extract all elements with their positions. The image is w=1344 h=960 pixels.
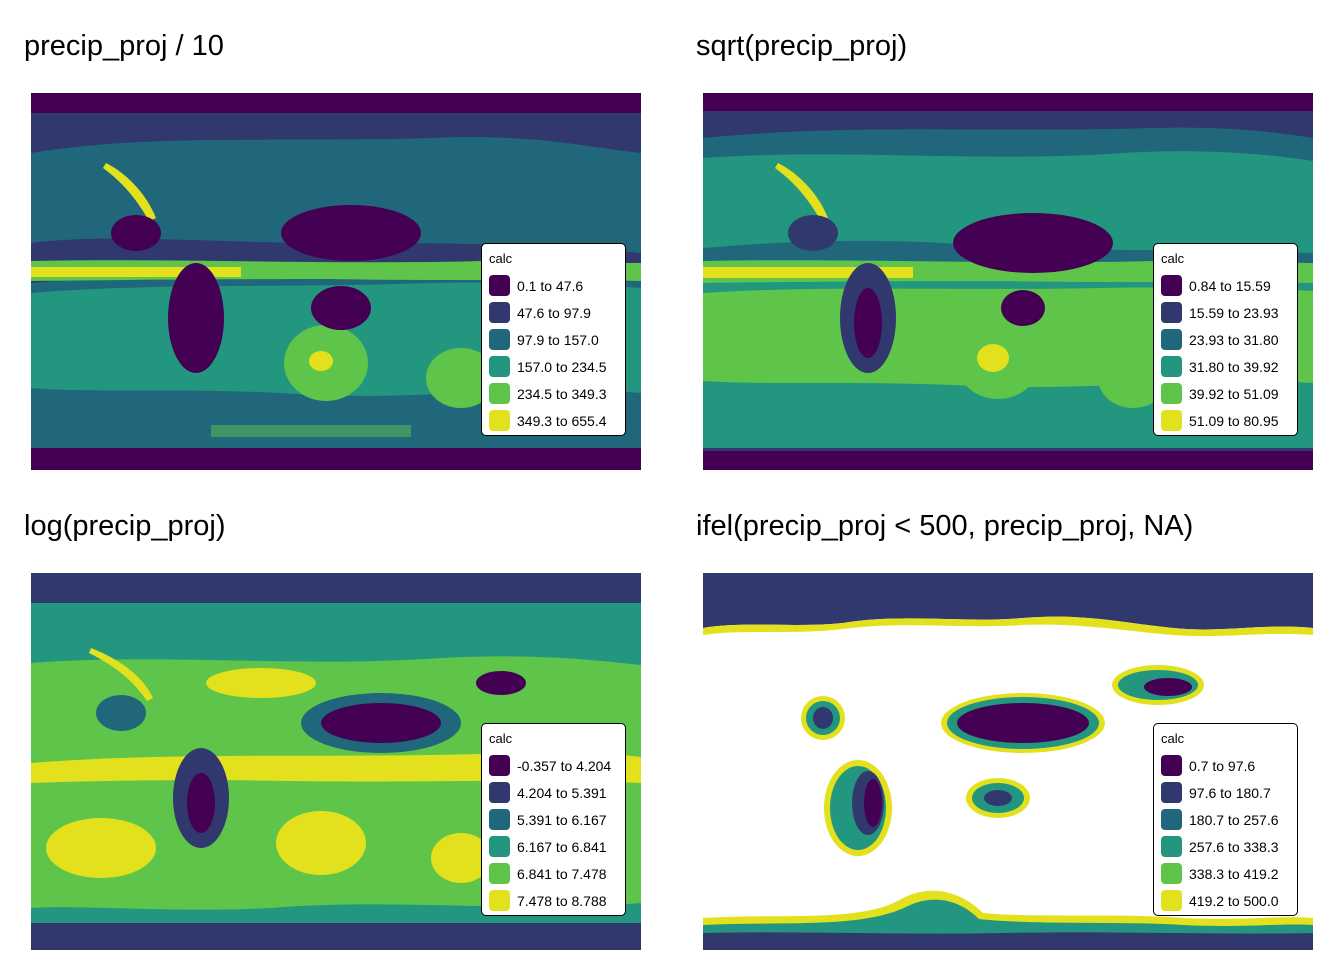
legend-swatch	[489, 302, 510, 323]
map-panel-log-precip: log(precip_proj) calc -0.357 to 4.204 4.…	[0, 480, 672, 960]
legend-entry: 51.09 to 80.95	[1161, 407, 1297, 434]
legend-label: 0.1 to 47.6	[517, 277, 584, 294]
legend-label: 15.59 to 23.93	[1189, 304, 1279, 321]
legend-label: 97.6 to 180.7	[1189, 784, 1271, 801]
legend-label: 0.84 to 15.59	[1189, 277, 1271, 294]
legend-label: 349.3 to 655.4	[517, 412, 607, 429]
legend-swatch	[489, 275, 510, 296]
legend-swatch	[489, 863, 510, 884]
legend-swatch	[1161, 329, 1182, 350]
legend-label: 51.09 to 80.95	[1189, 412, 1279, 429]
legend-label: -0.357 to 4.204	[517, 757, 612, 774]
legend-entry: 4.204 to 5.391	[489, 779, 625, 806]
legend-entry: 97.6 to 180.7	[1161, 779, 1297, 806]
legend-title: calc	[1161, 251, 1185, 266]
map-legend: calc 0.7 to 97.6 97.6 to 180.7 180.7 to …	[1153, 723, 1298, 916]
legend-swatch	[489, 836, 510, 857]
legend-label: 157.0 to 234.5	[517, 358, 607, 375]
legend-entry: 6.167 to 6.841	[489, 833, 625, 860]
legend-swatch	[1161, 356, 1182, 377]
panel-title: log(precip_proj)	[24, 510, 226, 542]
legend-entry: -0.357 to 4.204	[489, 752, 625, 779]
legend-label: 39.92 to 51.09	[1189, 385, 1279, 402]
legend-swatch	[1161, 410, 1182, 431]
legend-swatch	[489, 809, 510, 830]
legend-entry: 419.2 to 500.0	[1161, 887, 1297, 914]
legend-label: 5.391 to 6.167	[517, 811, 607, 828]
legend-label: 97.9 to 157.0	[517, 331, 599, 348]
legend-entry: 0.84 to 15.59	[1161, 272, 1297, 299]
legend-swatch	[1161, 755, 1182, 776]
legend-entry: 23.93 to 31.80	[1161, 326, 1297, 353]
legend-entry: 47.6 to 97.9	[489, 299, 625, 326]
legend-swatch	[1161, 383, 1182, 404]
legend-swatch	[1161, 890, 1182, 911]
map-legend: calc -0.357 to 4.204 4.204 to 5.391 5.39…	[481, 723, 626, 916]
legend-label: 4.204 to 5.391	[517, 784, 607, 801]
legend-label: 23.93 to 31.80	[1189, 331, 1279, 348]
legend-label: 47.6 to 97.9	[517, 304, 591, 321]
legend-label: 0.7 to 97.6	[1189, 757, 1256, 774]
legend-label: 338.3 to 419.2	[1189, 865, 1279, 882]
legend-swatch	[1161, 782, 1182, 803]
legend-swatch	[489, 356, 510, 377]
legend-title: calc	[489, 251, 513, 266]
map-panel-precip-div10: precip_proj / 10 calc 0.1 to 47.6 47.6 t…	[0, 0, 672, 480]
legend-label: 180.7 to 257.6	[1189, 811, 1279, 828]
legend-swatch	[1161, 302, 1182, 323]
legend-swatch	[1161, 863, 1182, 884]
legend-label: 6.167 to 6.841	[517, 838, 607, 855]
panel-title: ifel(precip_proj < 500, precip_proj, NA)	[696, 510, 1194, 542]
map-panel-sqrt-precip: sqrt(precip_proj) calc 0.84 to 15.59 15.…	[672, 0, 1344, 480]
legend-entry: 349.3 to 655.4	[489, 407, 625, 434]
map-panel-ifel-precip: ifel(precip_proj < 500, precip_proj, NA)…	[672, 480, 1344, 960]
legend-label: 419.2 to 500.0	[1189, 892, 1279, 909]
legend-entry: 39.92 to 51.09	[1161, 380, 1297, 407]
legend-swatch	[489, 890, 510, 911]
legend-entry: 0.1 to 47.6	[489, 272, 625, 299]
panel-title: precip_proj / 10	[24, 30, 224, 62]
legend-entry: 97.9 to 157.0	[489, 326, 625, 353]
legend-entry: 15.59 to 23.93	[1161, 299, 1297, 326]
legend-title: calc	[1161, 731, 1185, 746]
legend-entry: 257.6 to 338.3	[1161, 833, 1297, 860]
legend-entry: 6.841 to 7.478	[489, 860, 625, 887]
legend-entry: 0.7 to 97.6	[1161, 752, 1297, 779]
legend-entry: 5.391 to 6.167	[489, 806, 625, 833]
legend-label: 7.478 to 8.788	[517, 892, 607, 909]
legend-swatch	[489, 755, 510, 776]
legend-title: calc	[489, 731, 513, 746]
legend-swatch	[489, 329, 510, 350]
legend-swatch	[1161, 275, 1182, 296]
legend-entry: 7.478 to 8.788	[489, 887, 625, 914]
legend-swatch	[489, 410, 510, 431]
legend-entry: 234.5 to 349.3	[489, 380, 625, 407]
legend-label: 234.5 to 349.3	[517, 385, 607, 402]
legend-swatch	[1161, 836, 1182, 857]
legend-entry: 157.0 to 234.5	[489, 353, 625, 380]
legend-swatch	[489, 782, 510, 803]
map-legend: calc 0.84 to 15.59 15.59 to 23.93 23.93 …	[1153, 243, 1298, 436]
legend-entry: 31.80 to 39.92	[1161, 353, 1297, 380]
legend-swatch	[1161, 809, 1182, 830]
legend-entry: 338.3 to 419.2	[1161, 860, 1297, 887]
legend-label: 31.80 to 39.92	[1189, 358, 1279, 375]
panel-title: sqrt(precip_proj)	[696, 30, 908, 62]
legend-label: 6.841 to 7.478	[517, 865, 607, 882]
legend-entry: 180.7 to 257.6	[1161, 806, 1297, 833]
legend-label: 257.6 to 338.3	[1189, 838, 1279, 855]
map-legend: calc 0.1 to 47.6 47.6 to 97.9 97.9 to 15…	[481, 243, 626, 436]
legend-swatch	[489, 383, 510, 404]
